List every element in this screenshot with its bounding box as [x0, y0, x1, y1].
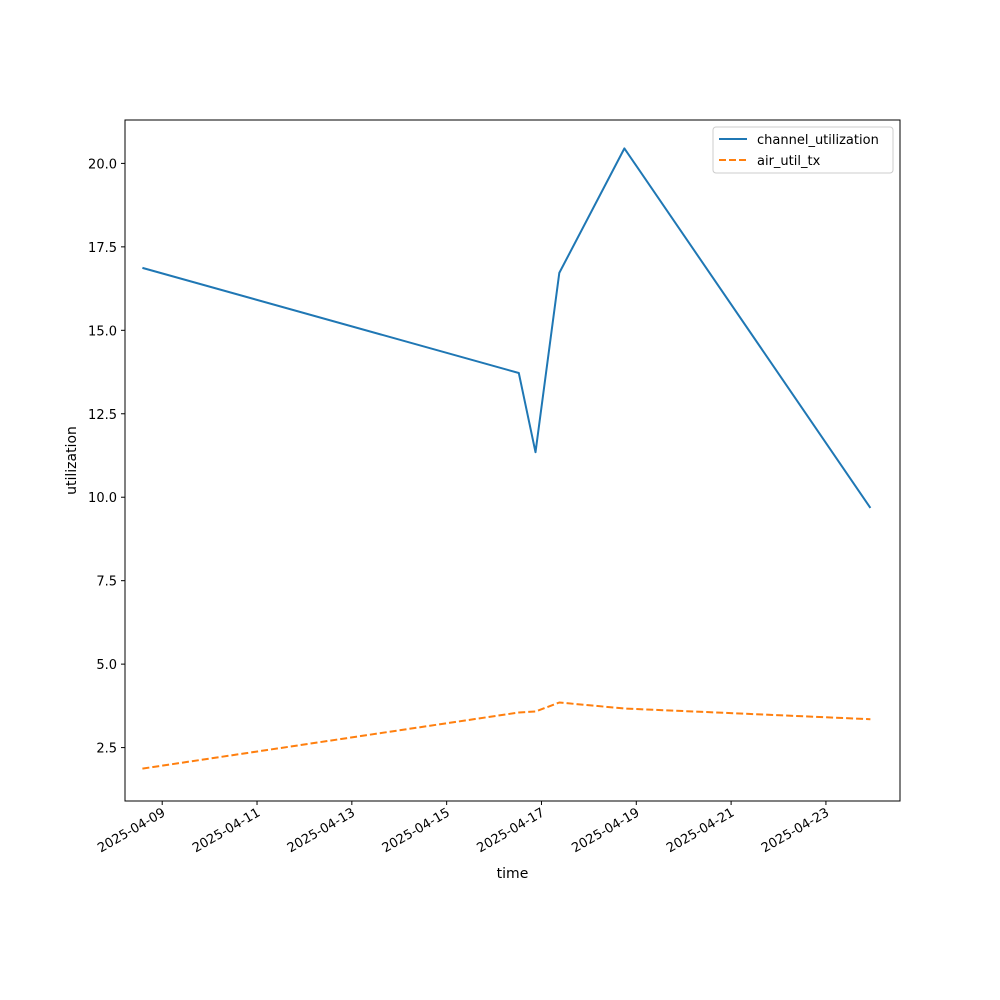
y-tick-label: 17.5 — [88, 241, 117, 256]
series-layer — [142, 147, 872, 770]
x-tick-label: 2025-04-23 — [759, 805, 832, 856]
y-axis-label: utilization — [64, 426, 80, 495]
x-tick-label: 2025-04-15 — [380, 805, 453, 856]
y-tick-label: 2.5 — [96, 742, 117, 757]
y-axis: 2.5 5.0 7.5 10.0 12.5 15.0 17.5 20.0 — [88, 157, 125, 757]
legend-box — [712, 126, 894, 174]
y-tick-label: 12.5 — [88, 408, 117, 423]
x-tick-label: 2025-04-13 — [285, 805, 358, 856]
plot-area-frame — [124, 119, 901, 802]
y-tick-label: 15.0 — [88, 324, 117, 339]
x-tick-label: 2025-04-09 — [95, 805, 168, 856]
x-tick-label: 2025-04-17 — [475, 805, 548, 856]
legend-label: air_util_tx — [757, 154, 821, 169]
x-axis: 2025-04-09 2025-04-11 2025-04-13 2025-04-15… — [95, 801, 832, 856]
y-tick-label: 20.0 — [88, 157, 117, 172]
y-tick-label: 10.0 — [88, 491, 117, 506]
x-tick-label: 2025-04-21 — [664, 805, 737, 856]
x-tick-label: 2025-04-19 — [569, 805, 642, 856]
y-tick-label: 5.0 — [96, 658, 117, 673]
series-line-channel-utilization — [142, 147, 872, 509]
legend-label: channel_utilization — [757, 133, 879, 148]
x-tick-label: 2025-04-11 — [190, 805, 263, 856]
series-line-air-util-tx — [142, 701, 871, 770]
legend: channel_utilization air_util_tx — [712, 126, 894, 174]
y-tick-label: 7.5 — [96, 575, 117, 590]
x-axis-label: time — [497, 866, 529, 882]
